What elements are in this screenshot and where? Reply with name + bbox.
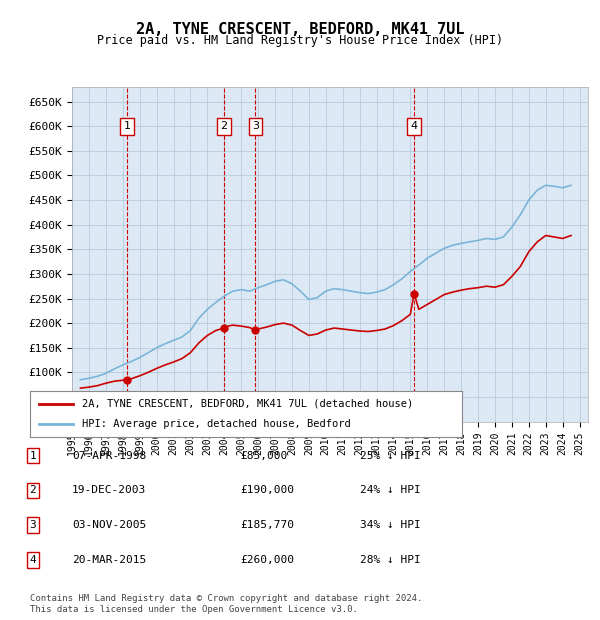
Text: £260,000: £260,000	[240, 555, 294, 565]
Text: 2: 2	[220, 121, 227, 131]
Text: 07-APR-1998: 07-APR-1998	[72, 451, 146, 461]
Text: 4: 4	[410, 121, 418, 131]
Text: 20-MAR-2015: 20-MAR-2015	[72, 555, 146, 565]
Text: 25% ↓ HPI: 25% ↓ HPI	[360, 451, 421, 461]
Text: £190,000: £190,000	[240, 485, 294, 495]
Text: 03-NOV-2005: 03-NOV-2005	[72, 520, 146, 530]
Text: Contains HM Land Registry data © Crown copyright and database right 2024.
This d: Contains HM Land Registry data © Crown c…	[30, 595, 422, 614]
Text: 2A, TYNE CRESCENT, BEDFORD, MK41 7UL (detached house): 2A, TYNE CRESCENT, BEDFORD, MK41 7UL (de…	[82, 399, 413, 409]
Text: 3: 3	[252, 121, 259, 131]
Text: 19-DEC-2003: 19-DEC-2003	[72, 485, 146, 495]
Text: Price paid vs. HM Land Registry's House Price Index (HPI): Price paid vs. HM Land Registry's House …	[97, 34, 503, 47]
Text: 24% ↓ HPI: 24% ↓ HPI	[360, 485, 421, 495]
Text: 28% ↓ HPI: 28% ↓ HPI	[360, 555, 421, 565]
Text: £185,770: £185,770	[240, 520, 294, 530]
Text: 4: 4	[29, 555, 37, 565]
Text: 2A, TYNE CRESCENT, BEDFORD, MK41 7UL: 2A, TYNE CRESCENT, BEDFORD, MK41 7UL	[136, 22, 464, 37]
Text: 34% ↓ HPI: 34% ↓ HPI	[360, 520, 421, 530]
Text: HPI: Average price, detached house, Bedford: HPI: Average price, detached house, Bedf…	[82, 419, 350, 429]
Text: £85,000: £85,000	[240, 451, 287, 461]
Text: 3: 3	[29, 520, 37, 530]
Text: 2: 2	[29, 485, 37, 495]
Text: 1: 1	[29, 451, 37, 461]
Text: 1: 1	[124, 121, 131, 131]
